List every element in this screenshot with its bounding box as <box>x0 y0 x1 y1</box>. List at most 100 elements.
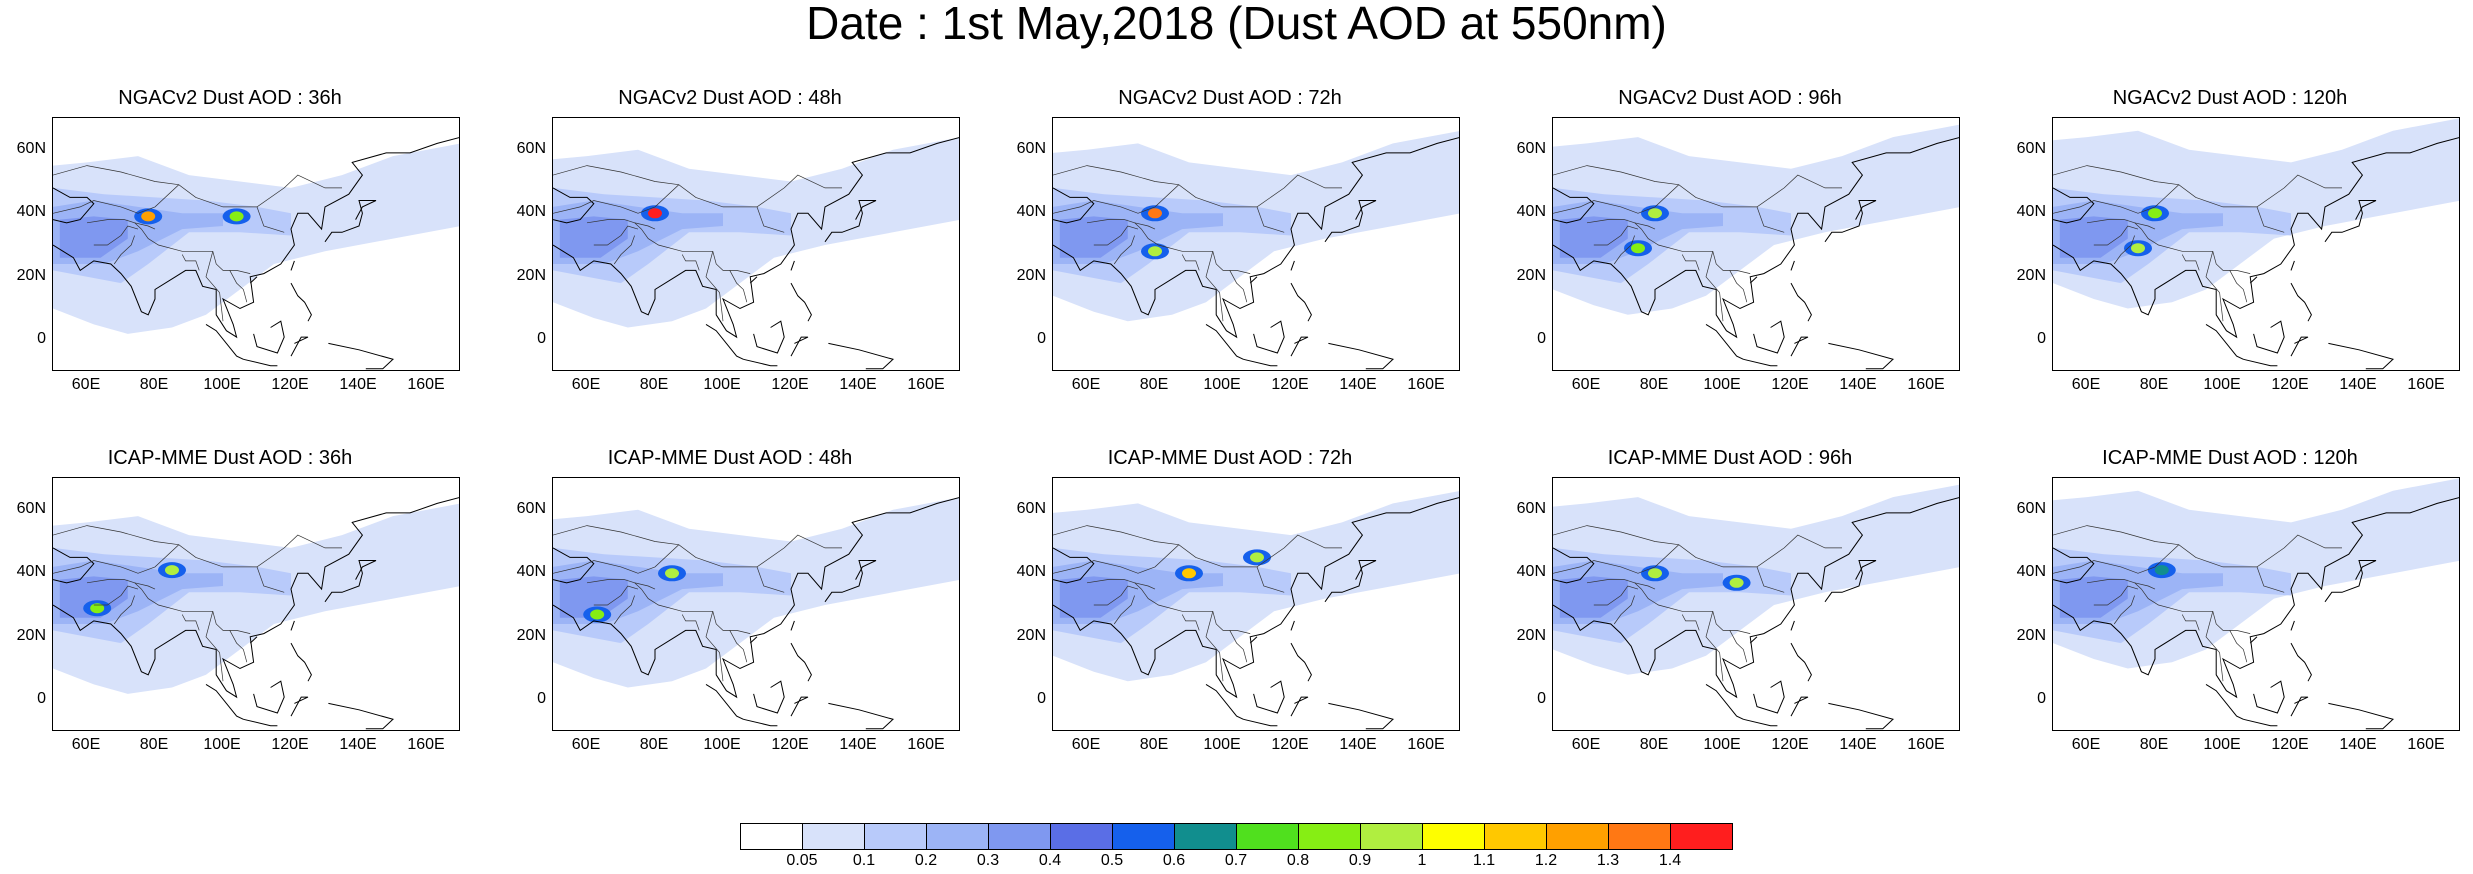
lon-tick-label: 160E <box>2407 736 2445 753</box>
dust-plume-core <box>1559 216 1628 258</box>
map-frame <box>2052 117 2460 371</box>
lat-tick-label: 40N <box>1516 203 1546 221</box>
colorbar-label: 1 <box>1417 852 1427 869</box>
colorbar-label: 0.5 <box>1100 852 1124 869</box>
lat-tick-label: 20N <box>2016 626 2046 644</box>
map-frame <box>552 117 960 371</box>
colorbar-swatch <box>1608 823 1671 850</box>
lat-tick-label: 60N <box>1016 139 1046 157</box>
colorbar-label: 1.1 <box>1472 852 1496 869</box>
panel-title: NGACv2 Dust AOD : 120h <box>2112 87 2348 109</box>
map-panel-7: ICAP-MME Dust AOD : 48h 60N 40N 20N 0 60E 80E 1… <box>500 447 960 753</box>
colorbar-swatch <box>926 823 989 850</box>
lon-tick-label: 160E <box>407 736 445 753</box>
lat-tick-label: 60N <box>16 499 46 517</box>
panel-title: ICAP-MME Dust AOD : 96h <box>1607 447 1853 469</box>
map-frame <box>52 477 460 731</box>
lat-tick-label: 0 <box>2037 330 2046 348</box>
map-panel-6: ICAP-MME Dust AOD : 36h 60N 40N 20N 0 60E 80E 1… <box>0 447 460 753</box>
lon-tick-label: 80E <box>1639 736 1669 753</box>
lon-tick-label: 160E <box>1407 736 1445 753</box>
colorbar-swatch <box>864 823 927 850</box>
map-panel-8: ICAP-MME Dust AOD : 72h 60N 40N 20N 0 60E 80E 1… <box>1000 447 1460 753</box>
map-frame <box>1052 477 1460 731</box>
page-title: Date : 1st May,2018 (Dust AOD at 550nm) <box>806 0 1667 49</box>
dust-plume-core <box>2059 216 2128 258</box>
lon-tick-label: 160E <box>1907 376 1945 393</box>
panel-title: ICAP-MME Dust AOD : 36h <box>107 447 353 469</box>
dust-plume-core <box>559 216 628 258</box>
panel-title: ICAP-MME Dust AOD : 72h <box>1107 447 1353 469</box>
dust-plume-outer <box>53 143 459 334</box>
lon-tick-label: 60E <box>2071 376 2101 393</box>
colorbar-swatch <box>802 823 865 850</box>
lat-tick-label: 60N <box>516 139 546 157</box>
colorbar-swatch <box>1422 823 1485 850</box>
lat-tick-label: 60N <box>1016 499 1046 517</box>
panel-title: ICAP-MME Dust AOD : 120h <box>2102 447 2358 469</box>
lon-tick-label: 80E <box>639 376 669 393</box>
colorbar-label: 1.3 <box>1596 852 1620 869</box>
lon-tick-label: 160E <box>407 376 445 393</box>
dust-hotspot-core <box>2154 565 2169 576</box>
lon-tick-label: 60E <box>571 736 601 753</box>
colorbar-label: 0.7 <box>1224 852 1248 869</box>
dust-hotspot-core <box>1648 208 1662 219</box>
lon-tick-label: 60E <box>71 736 101 753</box>
lat-tick-label: 0 <box>2037 690 2046 708</box>
panel-title: ICAP-MME Dust AOD : 48h <box>607 447 853 469</box>
lon-tick-label: 80E <box>139 376 169 393</box>
lon-tick-label: 120E <box>1771 736 1809 753</box>
map-frame <box>2052 477 2460 731</box>
dust-plume-core <box>1059 216 1128 258</box>
colorbar-swatch <box>1174 823 1237 850</box>
dust-plume-outer <box>53 503 459 694</box>
dust-plume-core <box>59 216 128 258</box>
lon-tick-label: 120E <box>1771 376 1809 393</box>
lat-tick-label: 0 <box>537 690 546 708</box>
lat-tick-label: 0 <box>1537 330 1546 348</box>
panel-title: NGACv2 Dust AOD : 72h <box>1118 87 1342 109</box>
lat-tick-label: 60N <box>516 499 546 517</box>
colorbar-swatch <box>1298 823 1361 850</box>
lat-tick-label: 60N <box>2016 139 2046 157</box>
map-frame <box>552 477 960 731</box>
lon-tick-label: 140E <box>339 736 377 753</box>
lon-tick-label: 100E <box>2203 376 2241 393</box>
dust-hotspot-core <box>648 208 662 219</box>
dust-hotspot-core <box>165 565 179 576</box>
map-frame <box>1052 117 1460 371</box>
lat-tick-label: 0 <box>1037 690 1046 708</box>
lon-tick-label: 140E <box>1339 376 1377 393</box>
lat-tick-label: 60N <box>2016 499 2046 517</box>
colorbar-label: 1.4 <box>1658 852 1682 869</box>
panel-title: NGACv2 Dust AOD : 96h <box>1618 87 1842 109</box>
colorbar-swatch <box>988 823 1051 850</box>
lon-tick-label: 100E <box>1703 376 1741 393</box>
lon-tick-label: 100E <box>1703 736 1741 753</box>
lon-tick-label: 120E <box>271 736 309 753</box>
dust-plume-core <box>559 576 628 618</box>
lon-tick-label: 120E <box>271 376 309 393</box>
lat-tick-label: 0 <box>37 330 46 348</box>
lon-tick-label: 100E <box>2203 736 2241 753</box>
lat-tick-label: 40N <box>516 203 546 221</box>
lat-tick-label: 40N <box>516 563 546 581</box>
colorbar-label: 1.2 <box>1534 852 1558 869</box>
map-panel-5: NGACv2 Dust AOD : 120h 60N 40N 20N 0 60E 80E 10… <box>2000 87 2460 393</box>
lon-tick-label: 60E <box>1571 376 1601 393</box>
dust-plume-core <box>1559 576 1628 618</box>
lon-tick-label: 100E <box>1203 736 1241 753</box>
dust-hotspot-core <box>590 609 605 620</box>
map-panel-1: NGACv2 Dust AOD : 36h 60N 40N 20N 0 60E 80E 100… <box>0 87 460 393</box>
dust-hotspot-core <box>1648 568 1662 579</box>
lon-tick-label: 80E <box>1139 376 1169 393</box>
lat-tick-label: 20N <box>1016 266 1046 284</box>
lon-tick-label: 100E <box>1203 376 1241 393</box>
lat-tick-label: 40N <box>16 563 46 581</box>
lon-tick-label: 160E <box>907 736 945 753</box>
lon-tick-label: 60E <box>571 376 601 393</box>
lat-tick-label: 40N <box>1016 203 1046 221</box>
dust-plume-core <box>1059 576 1128 618</box>
lat-tick-label: 0 <box>1537 690 1546 708</box>
